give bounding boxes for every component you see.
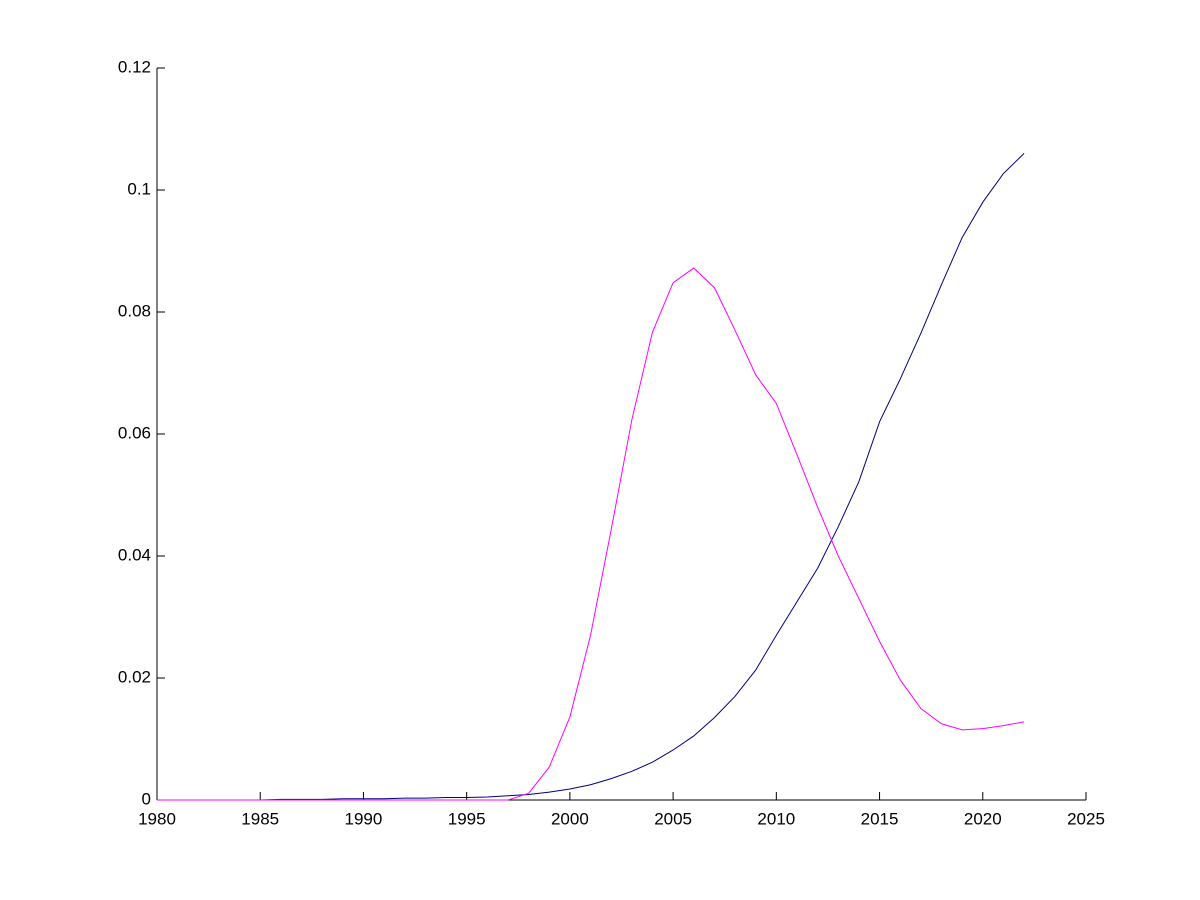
x-tick-label: 2010 — [757, 809, 795, 828]
x-tick-label: 1980 — [138, 809, 176, 828]
y-tick-label: 0.02 — [118, 667, 151, 686]
line-series — [157, 267, 1025, 801]
y-tick-label: 0.04 — [118, 545, 151, 564]
y-tick-label: 0.06 — [118, 423, 151, 442]
y-tick-label: 0.08 — [118, 301, 151, 320]
x-tick-label: 2015 — [861, 809, 899, 828]
x-tick-label: 2005 — [654, 809, 692, 828]
line-series — [157, 153, 1025, 801]
y-tick-label: 0.1 — [127, 179, 151, 198]
y-tick-label: 0.12 — [118, 57, 151, 76]
x-tick-label: 2020 — [964, 809, 1002, 828]
x-tick-label: 1990 — [345, 809, 383, 828]
x-tick-label: 1985 — [241, 809, 279, 828]
x-tick-label: 2000 — [551, 809, 589, 828]
x-tick-label: 1995 — [448, 809, 486, 828]
y-tick-label: 0 — [142, 789, 151, 808]
x-tick-label: 2025 — [1067, 809, 1105, 828]
